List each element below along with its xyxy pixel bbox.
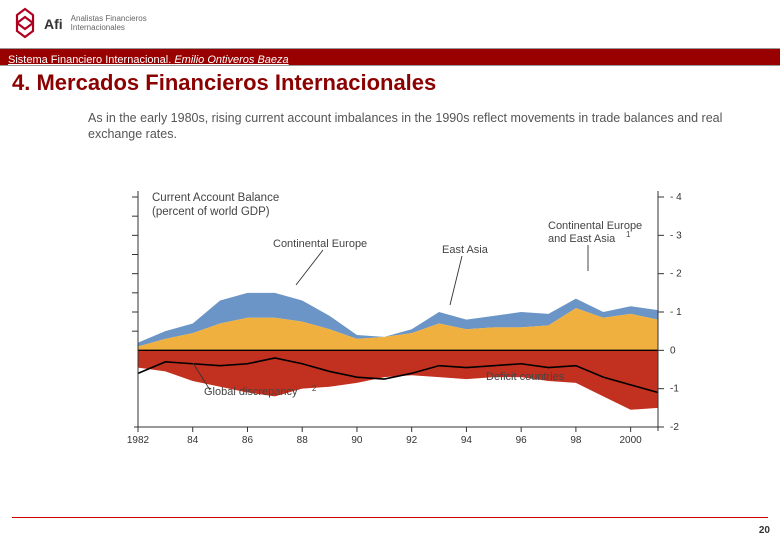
svg-text:98: 98 xyxy=(570,435,582,446)
logo-text: Afi xyxy=(44,16,63,32)
svg-text:Deficit countries: Deficit countries xyxy=(486,371,565,383)
header: Afi Analistas Financieros Internacionale… xyxy=(0,0,780,48)
svg-text:(percent of world GDP): (percent of world GDP) xyxy=(152,206,270,218)
svg-text:- 1: - 1 xyxy=(670,307,682,318)
svg-text:2: 2 xyxy=(312,384,317,393)
svg-text:- 3: - 3 xyxy=(670,230,682,241)
svg-text:2000: 2000 xyxy=(620,435,643,446)
svg-text:1: 1 xyxy=(626,230,631,239)
logo-icon xyxy=(12,7,38,41)
svg-text:-2: -2 xyxy=(670,422,679,433)
svg-text:88: 88 xyxy=(297,435,309,446)
svg-text:- 4: - 4 xyxy=(670,192,682,203)
svg-text:0: 0 xyxy=(670,345,676,356)
svg-text:84: 84 xyxy=(187,435,199,446)
svg-text:90: 90 xyxy=(351,435,363,446)
chart-caption: As in the early 1980s, rising current ac… xyxy=(88,110,732,143)
svg-text:Global discrepancy: Global discrepancy xyxy=(204,386,298,398)
context-bar-text: Sistema Financiero Internacional. Emilio… xyxy=(8,54,289,66)
svg-text:96: 96 xyxy=(516,435,528,446)
svg-text:92: 92 xyxy=(406,435,418,446)
page-title: 4. Mercados Financieros Internacionales xyxy=(0,66,780,102)
chart-area: - 4 - 3 - 2 - 1 0 -1 -2 1982 84 86 88 90 92 94 96 98 200… xyxy=(78,155,718,455)
svg-text:Continental Europe: Continental Europe xyxy=(273,238,367,250)
svg-text:94: 94 xyxy=(461,435,473,446)
svg-text:86: 86 xyxy=(242,435,254,446)
page-number: 20 xyxy=(759,525,770,536)
svg-text:-1: -1 xyxy=(670,383,679,394)
logo-subtitle: Analistas Financieros Internacionales xyxy=(71,15,147,33)
svg-text:and East Asia: and East Asia xyxy=(548,233,616,245)
context-bar: Sistema Financiero Internacional. Emilio… xyxy=(0,48,780,66)
footer-rule xyxy=(12,517,768,518)
chart-svg: - 4 - 3 - 2 - 1 0 -1 -2 1982 84 86 88 90 92 94 96 98 200… xyxy=(78,155,718,455)
svg-text:Current Account Balance: Current Account Balance xyxy=(152,192,279,204)
svg-text:East Asia: East Asia xyxy=(442,244,489,256)
svg-text:1982: 1982 xyxy=(127,435,150,446)
svg-text:- 2: - 2 xyxy=(670,268,682,279)
chart-container: As in the early 1980s, rising current ac… xyxy=(0,110,780,455)
